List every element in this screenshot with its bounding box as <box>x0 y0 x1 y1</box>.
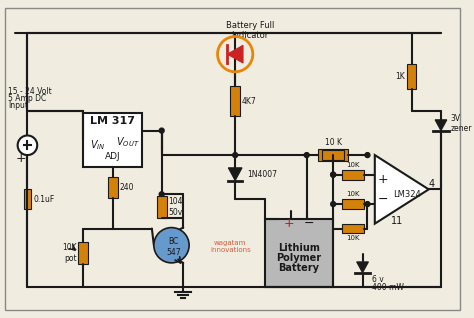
Polygon shape <box>375 155 428 224</box>
Text: Input: Input <box>8 100 28 110</box>
Text: +: + <box>15 151 26 164</box>
Bar <box>83 114 142 167</box>
Text: ADJ: ADJ <box>105 152 120 161</box>
Text: −: − <box>303 217 314 230</box>
Circle shape <box>365 202 370 206</box>
Text: 6 v: 6 v <box>373 275 384 284</box>
Text: 10K
pot: 10K pot <box>62 243 76 263</box>
Bar <box>342 199 364 209</box>
Text: 5 Amp DC: 5 Amp DC <box>8 94 46 103</box>
Polygon shape <box>435 120 447 131</box>
Bar <box>230 86 240 116</box>
Text: −: − <box>377 193 388 206</box>
Text: BC
547: BC 547 <box>166 238 181 257</box>
Circle shape <box>331 172 336 177</box>
Text: 104
50v: 104 50v <box>169 197 183 217</box>
Text: Battery: Battery <box>278 263 319 273</box>
Bar <box>342 224 364 233</box>
Text: Polymer: Polymer <box>276 253 321 263</box>
Text: $V_{IN}$: $V_{IN}$ <box>90 138 106 152</box>
Bar <box>24 190 31 209</box>
Text: 4: 4 <box>428 179 434 190</box>
Circle shape <box>159 128 164 133</box>
Text: 1K: 1K <box>395 72 405 81</box>
Bar <box>407 65 417 89</box>
Circle shape <box>331 202 336 206</box>
Text: 1N4007: 1N4007 <box>247 170 277 179</box>
Text: +: + <box>377 173 388 186</box>
Text: 11: 11 <box>391 216 403 226</box>
Text: LM 317: LM 317 <box>90 116 135 126</box>
Text: 240: 240 <box>119 183 134 192</box>
Bar <box>78 242 88 264</box>
Text: Battery Full
Indicator: Battery Full Indicator <box>226 21 274 40</box>
Circle shape <box>18 135 37 155</box>
Text: 0.1uF: 0.1uF <box>33 195 55 204</box>
Text: 4K7: 4K7 <box>242 97 257 106</box>
Text: $V_{OUT}$: $V_{OUT}$ <box>116 135 139 149</box>
Polygon shape <box>356 262 368 273</box>
Text: 3V: 3V <box>451 114 461 123</box>
Text: 10K: 10K <box>346 191 359 197</box>
Text: 15 - 24 Volt: 15 - 24 Volt <box>8 87 52 96</box>
Polygon shape <box>228 45 243 63</box>
Text: zener: zener <box>451 124 472 133</box>
Bar <box>264 219 333 287</box>
Bar <box>342 170 364 180</box>
Text: +: + <box>284 217 294 230</box>
Bar <box>322 150 344 160</box>
Bar <box>108 176 118 198</box>
Text: 10K: 10K <box>346 162 359 168</box>
Text: 400 mW: 400 mW <box>373 283 404 292</box>
Text: 10 K: 10 K <box>325 138 342 147</box>
Bar <box>319 149 348 161</box>
Text: Lithium: Lithium <box>278 243 320 253</box>
Text: 10K: 10K <box>346 235 359 241</box>
Circle shape <box>331 172 336 177</box>
Circle shape <box>159 192 164 197</box>
Text: LM324: LM324 <box>393 190 420 199</box>
Circle shape <box>365 153 370 157</box>
Circle shape <box>154 228 189 263</box>
Bar <box>157 196 166 218</box>
Circle shape <box>233 153 237 157</box>
Circle shape <box>304 153 309 157</box>
Polygon shape <box>228 168 242 181</box>
Text: wagatam
innovations: wagatam innovations <box>210 240 251 253</box>
